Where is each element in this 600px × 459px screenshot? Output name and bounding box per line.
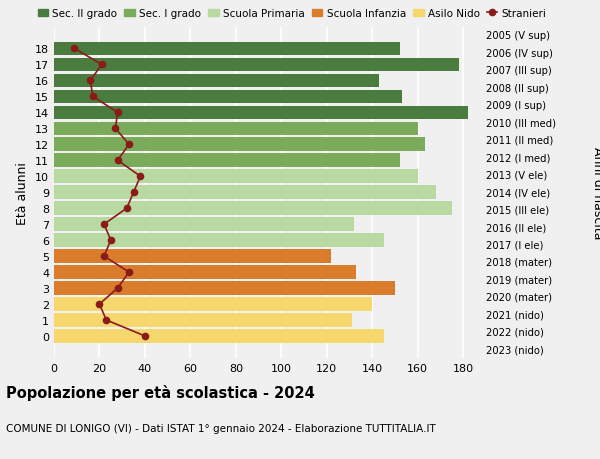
Bar <box>54 170 418 184</box>
Bar <box>54 58 459 72</box>
Text: Popolazione per età scolastica - 2024: Popolazione per età scolastica - 2024 <box>6 384 315 400</box>
Text: 2022 (nido): 2022 (nido) <box>486 327 544 337</box>
Text: Anni di nascita: Anni di nascita <box>590 146 600 239</box>
Bar <box>54 218 354 231</box>
Legend: Sec. II grado, Sec. I grado, Scuola Primaria, Scuola Infanzia, Asilo Nido, Stran: Sec. II grado, Sec. I grado, Scuola Prim… <box>38 9 547 19</box>
Text: 2010 (III med): 2010 (III med) <box>486 118 556 128</box>
Bar <box>54 202 452 215</box>
Text: 2012 (I med): 2012 (I med) <box>486 153 550 163</box>
Bar <box>54 106 468 120</box>
Bar <box>54 122 418 136</box>
Text: 2006 (IV sup): 2006 (IV sup) <box>486 49 553 59</box>
Bar <box>54 234 383 247</box>
Bar <box>54 297 373 311</box>
Text: 2008 (II sup): 2008 (II sup) <box>486 84 549 94</box>
Y-axis label: Età alunni: Età alunni <box>16 162 29 224</box>
Bar <box>54 266 356 279</box>
Text: 2009 (I sup): 2009 (I sup) <box>486 101 546 111</box>
Text: 2020 (mater): 2020 (mater) <box>486 292 552 302</box>
Bar <box>54 313 352 327</box>
Text: 2023 (nido): 2023 (nido) <box>486 344 544 354</box>
Text: 2018 (mater): 2018 (mater) <box>486 257 552 267</box>
Text: 2015 (III ele): 2015 (III ele) <box>486 205 549 215</box>
Bar <box>54 43 400 56</box>
Text: 2007 (III sup): 2007 (III sup) <box>486 66 552 76</box>
Text: 2017 (I ele): 2017 (I ele) <box>486 240 544 250</box>
Bar <box>54 250 331 263</box>
Text: 2011 (II med): 2011 (II med) <box>486 135 553 146</box>
Text: 2019 (mater): 2019 (mater) <box>486 275 552 285</box>
Bar <box>54 74 379 88</box>
Bar <box>54 282 395 295</box>
Text: 2016 (II ele): 2016 (II ele) <box>486 223 546 233</box>
Bar <box>54 154 400 168</box>
Text: 2021 (nido): 2021 (nido) <box>486 309 544 319</box>
Bar <box>54 138 425 152</box>
Text: 2013 (V ele): 2013 (V ele) <box>486 170 547 180</box>
Bar <box>54 186 436 200</box>
Text: 2014 (IV ele): 2014 (IV ele) <box>486 188 550 198</box>
Text: COMUNE DI LONIGO (VI) - Dati ISTAT 1° gennaio 2024 - Elaborazione TUTTITALIA.IT: COMUNE DI LONIGO (VI) - Dati ISTAT 1° ge… <box>6 424 436 433</box>
Text: 2005 (V sup): 2005 (V sup) <box>486 31 550 41</box>
Bar <box>54 330 383 343</box>
Bar <box>54 90 402 104</box>
